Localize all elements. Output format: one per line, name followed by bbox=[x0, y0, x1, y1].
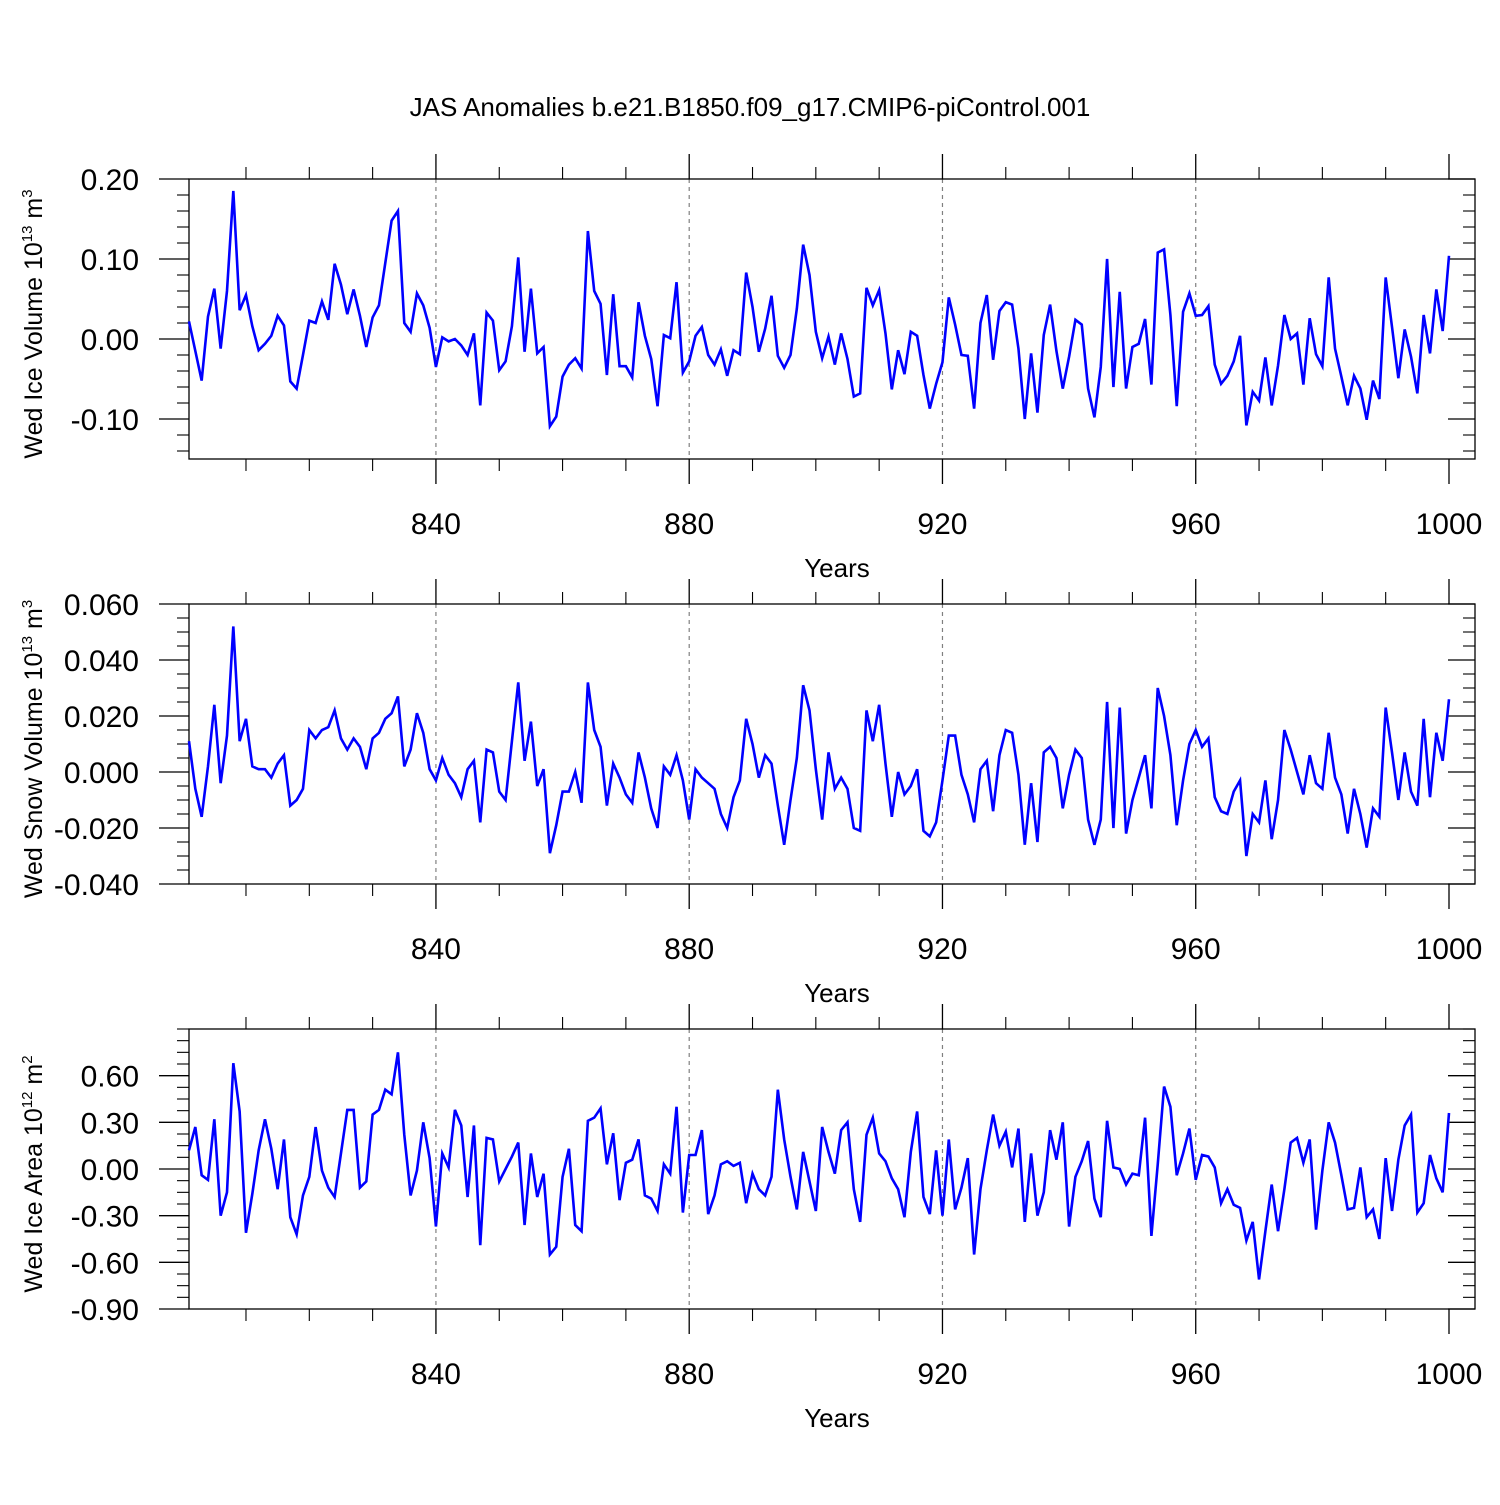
y-axis-title: Wed Ice Volume 1013 m3 bbox=[19, 189, 48, 458]
y-tick-label: -0.30 bbox=[71, 1201, 139, 1234]
y-axis-title-unit: m bbox=[20, 1064, 48, 1092]
y-axis-title-exponent: 13 bbox=[19, 636, 36, 653]
x-tick-label: 840 bbox=[411, 508, 461, 541]
y-tick-label: 0.020 bbox=[64, 701, 139, 734]
plot-frame bbox=[188, 178, 1476, 460]
x-tick-label: 920 bbox=[917, 933, 967, 966]
y-axis-title-unit-exponent: 3 bbox=[19, 189, 36, 197]
y-tick-label: 0.20 bbox=[81, 164, 139, 197]
x-tick-label: 920 bbox=[917, 508, 967, 541]
y-tick-label: 0.60 bbox=[81, 1061, 139, 1094]
figure-title: JAS Anomalies b.e21.B1850.f09_g17.CMIP6-… bbox=[410, 92, 1091, 122]
x-tick-label: 960 bbox=[1171, 1358, 1221, 1391]
y-axis-title-text: Wed Snow Volume 10 bbox=[20, 653, 48, 899]
series-line-2 bbox=[187, 626, 1451, 857]
x-axis-title: Years bbox=[804, 978, 870, 1008]
x-tick-label: 960 bbox=[1171, 508, 1221, 541]
y-tick-label: 0.30 bbox=[81, 1107, 139, 1140]
y-axis-title-unit: m bbox=[20, 198, 48, 226]
series-line-3 bbox=[187, 1052, 1451, 1280]
y-tick-label: 0.060 bbox=[64, 589, 139, 622]
x-tick-label: 920 bbox=[917, 1358, 967, 1391]
chart-panel-1: 840 880 920 960 1000 0.20 0.10 0.00 -0.10 Years We… bbox=[19, 154, 1482, 583]
x-tick-label: 880 bbox=[664, 1358, 714, 1391]
y-axis-title-text: Wed Ice Area 10 bbox=[20, 1108, 48, 1292]
y-tick-label: 0.00 bbox=[81, 1154, 139, 1187]
x-axis-title: Years bbox=[804, 553, 870, 583]
y-tick-label: -0.020 bbox=[54, 813, 139, 846]
y-axis-title: Wed Ice Area 1012 m2 bbox=[19, 1055, 48, 1292]
y-axis-title-exponent: 13 bbox=[19, 226, 36, 243]
x-axis-title: Years bbox=[804, 1403, 870, 1433]
x-tick-label: 880 bbox=[664, 508, 714, 541]
y-tick-label: 0.000 bbox=[64, 757, 139, 790]
x-tick-label: 1000 bbox=[1416, 1358, 1483, 1391]
y-axis-title: Wed Snow Volume 1013 m3 bbox=[19, 600, 48, 898]
x-tick-label: 840 bbox=[411, 1358, 461, 1391]
x-tick-label: 840 bbox=[411, 933, 461, 966]
y-tick-label: 0.040 bbox=[64, 645, 139, 678]
y-axis-title-unit-exponent: 2 bbox=[19, 1055, 36, 1063]
chart-panel-3: 840 880 920 960 1000 0.60 0.30 0.00 -0.30 -0.60 -0… bbox=[19, 1004, 1482, 1433]
y-axis-title-unit: m bbox=[20, 608, 48, 636]
plot-frame bbox=[188, 1028, 1476, 1310]
y-axis-title-exponent: 12 bbox=[19, 1092, 36, 1109]
chart-panel-2: 840 880 920 960 1000 0.060 0.040 0.020 0.000 -0.0… bbox=[19, 579, 1482, 1008]
y-tick-label: 0.00 bbox=[81, 324, 139, 357]
x-tick-label: 960 bbox=[1171, 933, 1221, 966]
x-tick-label: 1000 bbox=[1416, 933, 1483, 966]
y-tick-label: 0.10 bbox=[81, 244, 139, 277]
x-tick-label: 880 bbox=[664, 933, 714, 966]
y-axis-title-text: Wed Ice Volume 10 bbox=[20, 242, 48, 458]
y-axis-title-unit-exponent: 3 bbox=[19, 600, 36, 608]
y-tick-label: -0.90 bbox=[71, 1294, 139, 1327]
x-tick-label: 1000 bbox=[1416, 508, 1483, 541]
y-tick-label: -0.60 bbox=[71, 1247, 139, 1280]
y-tick-label: -0.10 bbox=[71, 404, 139, 437]
y-tick-label: -0.040 bbox=[54, 869, 139, 902]
series-line-1 bbox=[187, 190, 1451, 431]
